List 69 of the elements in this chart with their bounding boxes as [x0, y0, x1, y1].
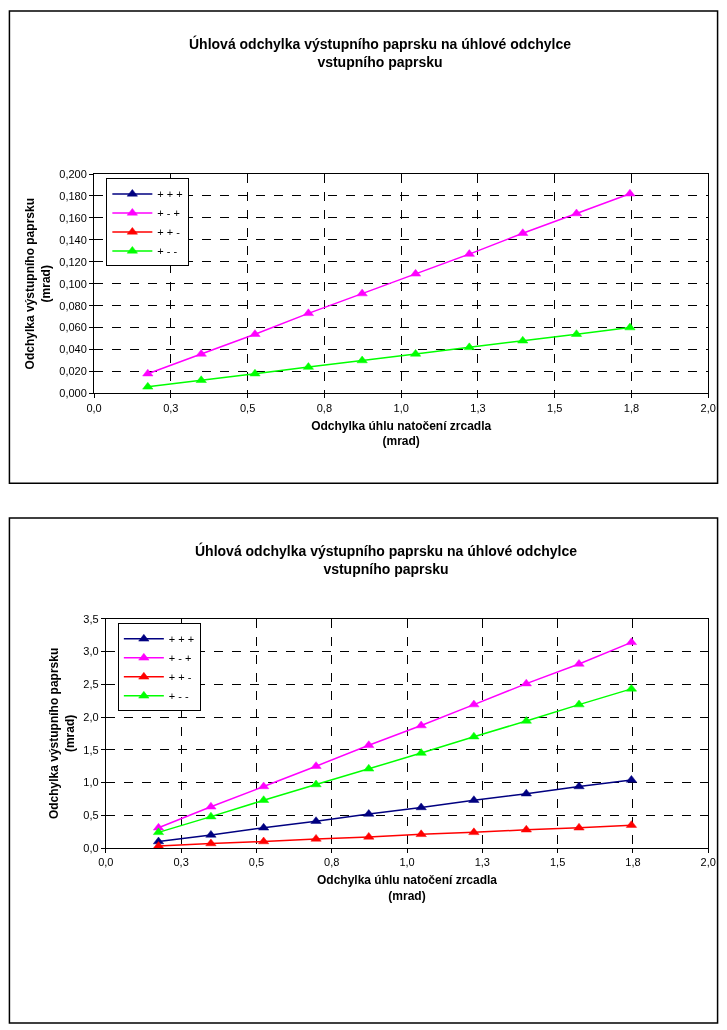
- y-tick-label: 0,140: [59, 233, 87, 246]
- x-tick-label: 1,0: [393, 401, 409, 414]
- point: [571, 329, 582, 337]
- y-axis-title: Odchylka výstupního paprsku (mrad): [23, 198, 53, 370]
- point: [573, 699, 585, 708]
- x-axis-title: Odchylka úhlu natočení zrcadla (mrad): [311, 418, 492, 449]
- legend-label: + + +: [157, 188, 183, 201]
- y-tick-label: 0,100: [59, 277, 87, 290]
- point: [153, 841, 164, 849]
- point: [310, 779, 322, 788]
- legend-label: + - +: [168, 652, 192, 665]
- point: [520, 788, 532, 797]
- point: [415, 720, 427, 729]
- point: [153, 827, 164, 835]
- y-tick-label: 0,000: [59, 387, 87, 400]
- point: [571, 208, 582, 217]
- point: [356, 355, 368, 364]
- x-tick-label: 1,3: [474, 856, 490, 869]
- legend-label: + - -: [157, 245, 178, 258]
- point: [468, 731, 480, 740]
- y-tick-label: 0,040: [59, 343, 87, 356]
- y-tick-label: 2,5: [83, 678, 99, 691]
- x-tick-label: 2,0: [700, 401, 716, 414]
- chart-title: Úhlová odchylka výstupního paprsku na úhlové odchylce vstupního paprsku: [189, 35, 572, 71]
- y-tick-label: 2,0: [83, 710, 99, 723]
- x-tick-label: 0,5: [248, 856, 265, 869]
- x-tick-label: 1,8: [625, 856, 641, 869]
- x-tick-label: 1,0: [399, 856, 415, 869]
- x-tick-label: 2,0: [700, 856, 716, 869]
- x-tick-label: 0,5: [239, 401, 256, 414]
- x-tick-label: 0,8: [316, 401, 333, 414]
- y-tick-label: 0,0: [83, 841, 99, 854]
- y-tick-label: 0,180: [59, 189, 87, 202]
- point: [520, 678, 532, 687]
- point: [468, 699, 480, 708]
- y-tick-label: 0,080: [59, 299, 87, 312]
- point: [142, 368, 154, 377]
- x-axis-title: Odchylka úhlu natočení zrcadla (mrad): [317, 873, 498, 903]
- y-tick-label: 0,160: [59, 211, 87, 224]
- point: [258, 836, 270, 845]
- point: [249, 368, 261, 377]
- x-tick-label: 1,3: [470, 401, 486, 414]
- point: [356, 288, 368, 297]
- y-tick-label: 1,0: [83, 776, 99, 789]
- chart-title: Úhlová odchylka výstupního paprsku na úhlové odchylce vstupního paprsku: [195, 542, 578, 578]
- legend-label: + + +: [168, 633, 195, 646]
- x-tick-label: 0,0: [98, 856, 114, 869]
- y-tick-label: 0,5: [83, 809, 99, 822]
- x-tick-label: 0,3: [163, 401, 179, 414]
- point: [520, 824, 532, 833]
- legend-label: + + -: [168, 671, 192, 684]
- y-axis-title: Odchylka výstupního paprsku (mrad): [47, 647, 77, 820]
- legend-label: + - -: [168, 690, 190, 703]
- x-tick-label: 0,8: [324, 856, 340, 869]
- y-tick-label: 1,5: [83, 743, 99, 756]
- x-tick-label: 1,5: [549, 856, 566, 869]
- y-tick-label: 3,0: [83, 645, 99, 658]
- y-tick-label: 0,060: [59, 321, 87, 334]
- x-tick-label: 1,5: [547, 401, 563, 414]
- y-tick-label: 3,5: [83, 612, 99, 625]
- legend-label: + - +: [157, 207, 180, 220]
- y-tick-label: 0,120: [59, 255, 87, 268]
- x-tick-label: 0,3: [173, 856, 189, 869]
- point: [205, 811, 217, 820]
- y-tick-label: 0,020: [59, 365, 87, 378]
- x-tick-label: 1,8: [623, 401, 640, 414]
- y-tick-label: 0,200: [59, 167, 87, 180]
- point: [624, 322, 636, 331]
- legend-label: + + -: [157, 226, 181, 239]
